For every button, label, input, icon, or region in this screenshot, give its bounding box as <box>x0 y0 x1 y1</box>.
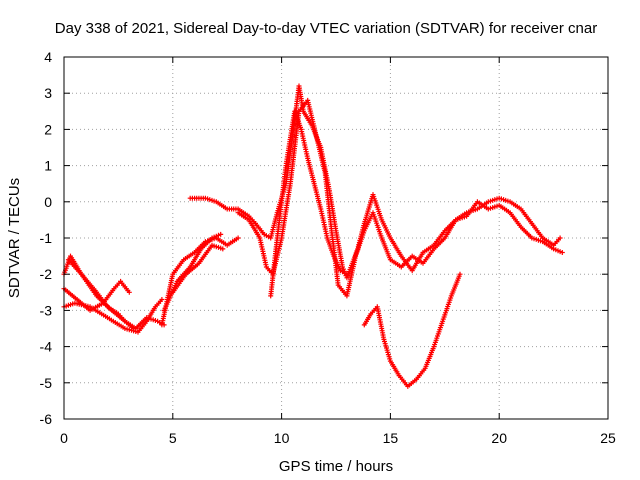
x-tick-labels: 0 5 10 15 20 25 <box>60 430 616 446</box>
x-tick-label: 0 <box>60 430 68 446</box>
x-tick-label: 20 <box>491 430 507 446</box>
y-tick-label: -3 <box>40 302 53 318</box>
y-tick-label: 4 <box>44 49 52 65</box>
x-tick-label: 10 <box>274 430 290 446</box>
series-track-10 <box>268 108 350 299</box>
data-point <box>159 297 165 302</box>
data-point <box>557 235 563 241</box>
y-tick-label: -5 <box>40 375 53 391</box>
y-tick-label: -1 <box>40 230 53 246</box>
y-tick-label: 0 <box>44 194 52 210</box>
y-tick-label: 1 <box>44 158 52 174</box>
data-point <box>559 250 565 255</box>
data-point <box>457 271 463 277</box>
y-tick-labels: -6 -5 -4 -3 -2 -1 0 1 2 3 4 <box>40 49 53 427</box>
data-point <box>344 271 350 277</box>
data-point <box>235 235 241 241</box>
data-point <box>220 246 226 252</box>
data-point <box>131 326 137 331</box>
x-tick-label: 25 <box>600 430 616 446</box>
y-tick-label: 3 <box>44 85 52 101</box>
plot-series <box>61 83 565 389</box>
y-tick-label: -4 <box>40 339 53 355</box>
y-tick-label: -6 <box>40 411 53 427</box>
y-axis-title: SDTVAR / TECUs <box>6 178 23 298</box>
x-tick-label: 15 <box>383 430 399 446</box>
data-point <box>126 289 132 295</box>
series-track-7 <box>170 242 226 295</box>
series-track-2 <box>61 297 165 335</box>
grid <box>64 57 608 419</box>
series-track-4 <box>65 257 137 331</box>
y-tick-label: -2 <box>40 266 53 282</box>
x-axis-title: GPS time / hours <box>279 458 393 475</box>
tick-marks <box>63 56 609 420</box>
y-tick-label: 2 <box>44 121 52 137</box>
x-tick-label: 5 <box>169 430 177 446</box>
data-point <box>218 231 224 237</box>
chart-title: Day 338 of 2021, Sidereal Day-to-day VTE… <box>55 20 597 37</box>
series-track-11 <box>361 271 463 389</box>
